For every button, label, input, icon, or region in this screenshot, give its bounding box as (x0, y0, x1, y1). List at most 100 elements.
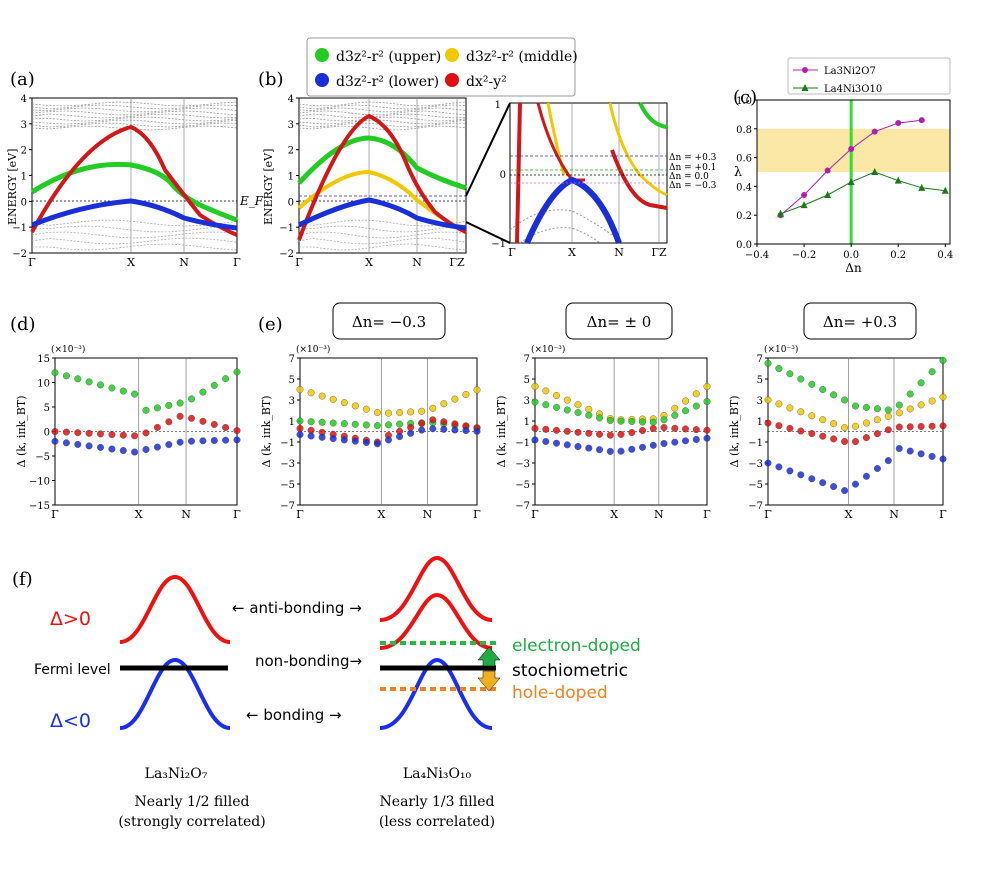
middle-gap-point (385, 409, 393, 417)
grey-band (298, 101, 467, 107)
middle-gap-point (396, 409, 404, 417)
lower-gap-point (222, 436, 230, 444)
upper-gap-point (296, 417, 304, 425)
lower-gap-point (830, 483, 838, 491)
data-point (848, 145, 855, 152)
ytick-label: 7 (524, 354, 530, 365)
ytick-label: 5 (289, 375, 295, 386)
inset-grey-band (509, 209, 620, 241)
series-line (780, 171, 946, 215)
dx2y2-gap-point (407, 423, 415, 431)
xtick-label: Γ (939, 508, 947, 521)
band-dx2y2 (297, 113, 467, 241)
dx2y2-gap-point (429, 416, 437, 424)
dx2y2-gap-point (553, 426, 561, 434)
dx2y2-gap-point (96, 430, 104, 438)
data-point (800, 201, 808, 209)
plot-frame (756, 99, 951, 245)
middle-gap-point (440, 400, 448, 408)
band-dx2y2 (30, 124, 238, 237)
right-desc2: (less correlated) (379, 814, 495, 830)
upper-gap-point (884, 406, 892, 414)
grey-band (31, 116, 238, 122)
inset-dx2y2-right (610, 149, 668, 210)
lower-gap-point (682, 437, 690, 445)
inset-xtick: ΓZ (651, 246, 667, 259)
scale-label: (×10⁻³) (51, 344, 85, 355)
lower-gap-point (307, 432, 315, 440)
grey-band (31, 110, 238, 116)
lower-gap-point (418, 426, 426, 434)
ytick-label: 0 (21, 197, 27, 208)
lower-gap-point (373, 440, 381, 448)
lower-gap-point (939, 455, 947, 463)
right-compound: La₄Ni₃O₁₀ (403, 766, 472, 782)
upper-gap-point (585, 411, 593, 419)
ytick-label: −1 (279, 223, 294, 234)
fermi-level-label: Fermi level (34, 662, 111, 678)
middle-gap-point (797, 408, 805, 416)
middle-gap-point (531, 382, 539, 390)
inset-middle-right (608, 102, 668, 197)
xtick-label: X (135, 508, 143, 521)
inset-middle-left (546, 102, 566, 176)
dx2y2-gap-point (296, 424, 304, 432)
dx2y2-gap-point (222, 424, 230, 432)
data-point (871, 168, 879, 175)
lower-gap-point (786, 467, 794, 475)
dx2y2-gap-point (852, 438, 860, 446)
dx2y2-gap-point (153, 423, 161, 431)
xtick-label: N (889, 508, 899, 521)
legend-label: La4Ni3O10 (824, 84, 882, 95)
dx2y2-gap-point (628, 429, 636, 437)
upper-gap-point (96, 381, 104, 389)
grey-band (298, 231, 467, 239)
ylabel: Δ (k, iπk_BT) (260, 395, 273, 467)
middle-gap-point (830, 420, 838, 428)
ytick-label: 0.0 (736, 240, 752, 251)
xtick-label: Γ (233, 508, 241, 521)
ylabel: Δ (k, iπk_BT) (728, 395, 741, 467)
grey-band (31, 237, 238, 245)
middle-gap-point (574, 401, 582, 409)
ylabel-b: ENERGY [eV] (262, 149, 275, 225)
dx2y2-gap-point (819, 432, 827, 440)
ytick-label: 0.8 (736, 125, 752, 136)
e-title-zero: Δn= ± 0 (587, 313, 652, 331)
dx2y2-gap-point (563, 427, 571, 435)
lower-gap-point (764, 459, 772, 467)
upper-gap-point (895, 401, 903, 409)
middle-gap-point (542, 387, 550, 395)
lower-gap-point (895, 445, 903, 453)
upper-gap-point (928, 368, 936, 376)
xtick-label: X (365, 256, 373, 269)
xtick-label: Γ (28, 256, 36, 269)
right-bonding-curve (379, 657, 493, 730)
lower-gap-point (617, 447, 625, 455)
upper-gap-point (852, 402, 860, 410)
yticks-b: 4 3 2 1 0 −1 −2 (279, 94, 299, 260)
data-point (918, 117, 925, 124)
inset-dx2y2-left (515, 102, 522, 244)
data-point (941, 186, 949, 194)
ytick-label: 3 (21, 120, 27, 131)
middle-gap-point (895, 409, 903, 417)
dx2y2-gap-point (199, 417, 207, 425)
lower-gap-point (440, 425, 448, 433)
yticks-a: 4 3 2 1 0 −1 −2 (12, 94, 32, 260)
legend-marker-middle (445, 48, 459, 62)
ytick-label: 3 (288, 120, 294, 131)
middle-gap-point (841, 424, 849, 432)
data-point (918, 183, 926, 191)
band-plot-b: ENERGY [eV] 4 3 2 1 0 −1 −2 Γ X N ΓZ (262, 94, 511, 269)
xtick-label: Γ (531, 508, 539, 521)
scale-label: (×10⁻³) (764, 344, 798, 355)
lower-gap-point (165, 441, 173, 449)
middle-gap-point (340, 399, 348, 407)
lower-gap-point (329, 435, 337, 443)
dx2y2-gap-point (74, 429, 82, 437)
orbital-legend: d3z²-r² (upper) d3z²-r² (middle) d3z²-r²… (306, 37, 578, 97)
ytick-label: 4 (288, 94, 294, 105)
middle-gap-point (318, 392, 326, 400)
grey-band (298, 225, 467, 233)
